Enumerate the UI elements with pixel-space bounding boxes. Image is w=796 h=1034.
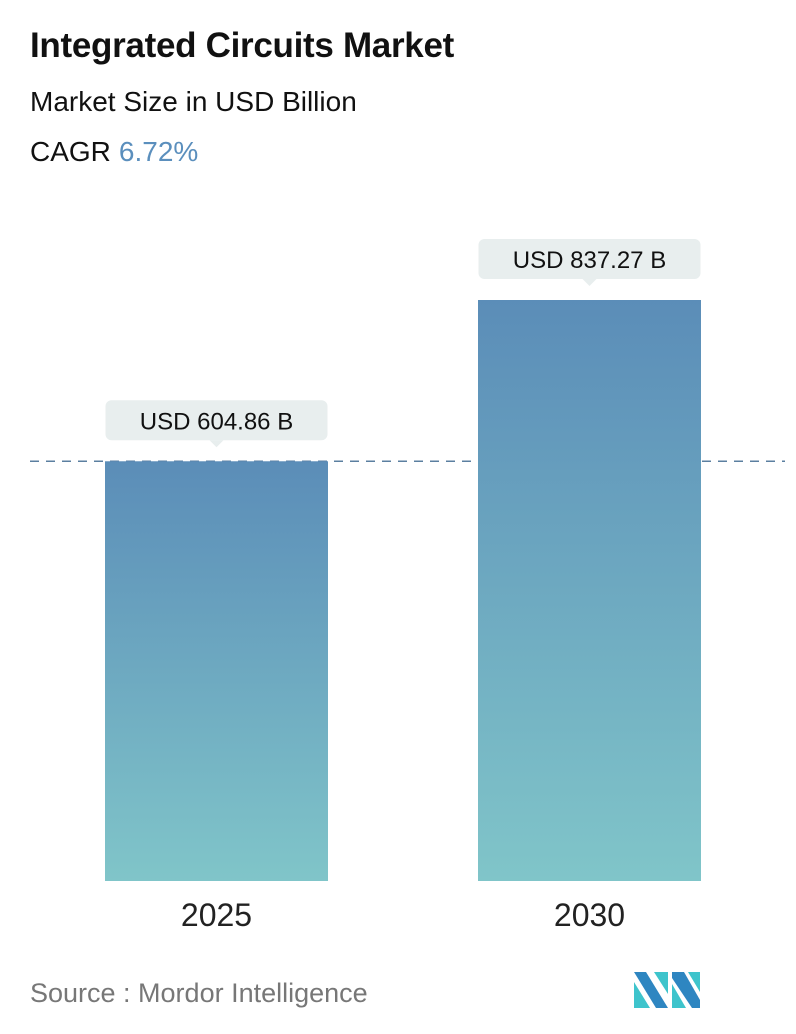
source-text: Source : Mordor Intelligence bbox=[30, 978, 368, 1008]
data-label-pointer bbox=[209, 440, 224, 448]
cagr: CAGR 6.72% bbox=[30, 136, 198, 168]
bar-2030 bbox=[478, 300, 701, 881]
bar-2025 bbox=[105, 461, 328, 881]
chart-subtitle: Market Size in USD Billion bbox=[30, 86, 357, 117]
data-label-box bbox=[478, 239, 701, 279]
mordor-intelligence-logo bbox=[634, 972, 700, 1008]
x-tick-label: 2025 bbox=[181, 897, 252, 933]
data-label: USD 837.27 B bbox=[513, 247, 666, 274]
x-tick-label: 2030 bbox=[554, 897, 625, 933]
cagr-label: CAGR bbox=[30, 136, 111, 167]
chart-title: Integrated Circuits Market bbox=[30, 26, 454, 65]
data-label-box bbox=[105, 400, 328, 441]
cagr-value: 6.72% bbox=[118, 136, 199, 167]
data-label: USD 604.86 B bbox=[140, 408, 293, 435]
data-label-pointer bbox=[582, 279, 597, 286]
